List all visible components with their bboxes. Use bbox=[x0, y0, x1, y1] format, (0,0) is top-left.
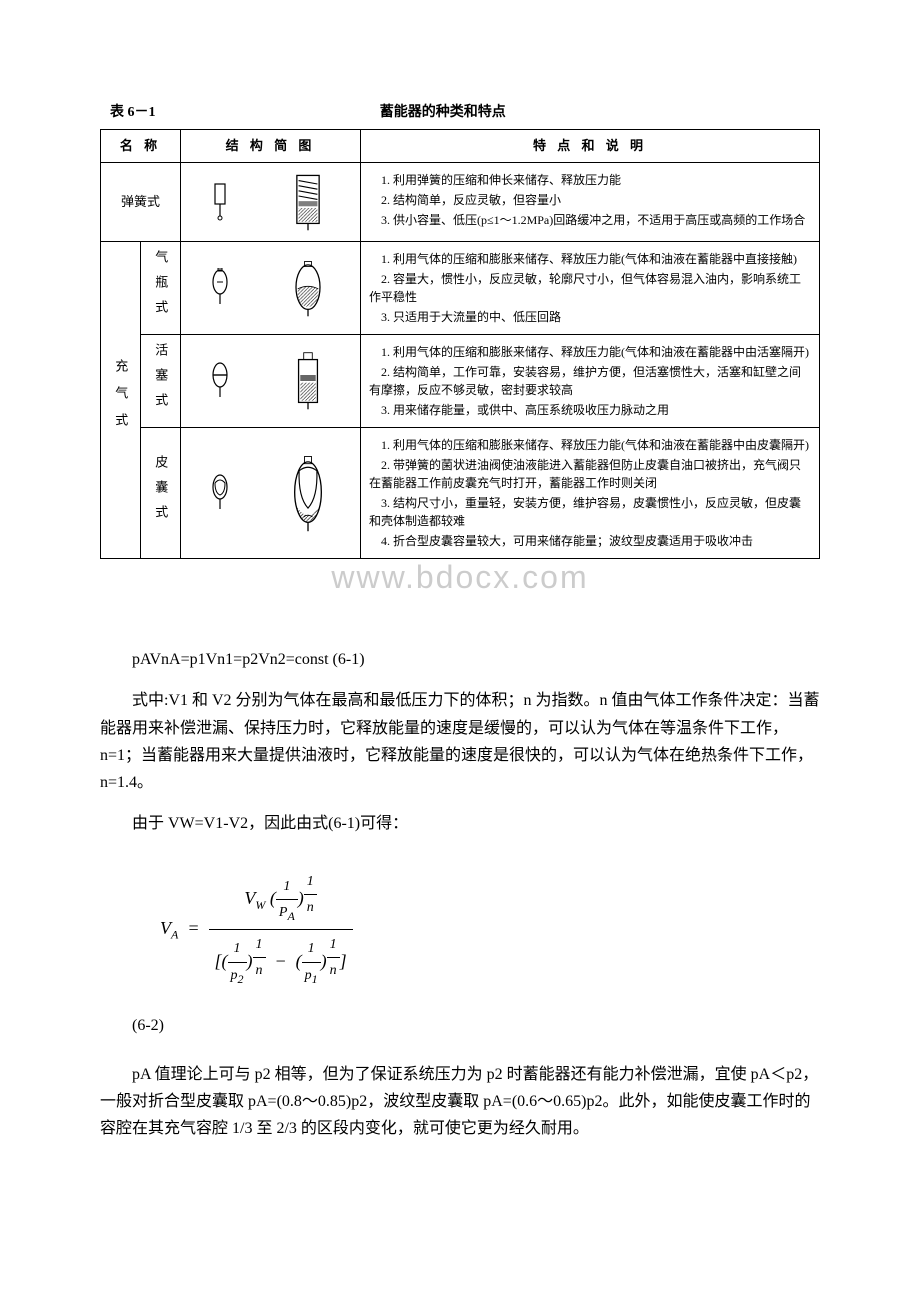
table-number: 表 6－1 bbox=[110, 100, 156, 125]
paragraph-2: 由于 VW=V1-V2，因此由式(6-1)可得： bbox=[100, 810, 820, 837]
table-container: 表 6－1 蓄能器的种类和特点 名 称 结 构 简 图 特 点 和 说 明 弹簧… bbox=[100, 100, 820, 606]
paragraph-3: pA 值理论上可与 p2 相等，但为了保证系统压力为 p2 时蓄能器还有能力补偿… bbox=[100, 1061, 820, 1143]
row-name-gas-group: 充气式 bbox=[101, 241, 141, 558]
equation-number: (6-2) bbox=[132, 1012, 820, 1041]
row-desc-piston: 1. 利用气体的压缩和膨胀来储存、释放压力能(气体和油液在蓄能器中由活塞隔开) … bbox=[361, 334, 820, 427]
row-desc-bladder: 1. 利用气体的压缩和膨胀来储存、释放压力能(气体和油液在蓄能器中由皮囊隔开) … bbox=[361, 427, 820, 558]
piston-schematic-icon bbox=[283, 351, 333, 411]
gasbottle-schematic-icon bbox=[283, 258, 333, 318]
row-name-piston: 活塞式 bbox=[141, 334, 181, 427]
row-struct-piston bbox=[181, 334, 361, 427]
piston-symbol-icon bbox=[208, 361, 232, 401]
row-name-bladder: 皮囊式 bbox=[141, 427, 181, 558]
row-struct-spring bbox=[181, 162, 361, 241]
table-row: 活塞式 bbox=[101, 334, 820, 427]
row-struct-gasbottle bbox=[181, 241, 361, 334]
bladder-symbol-icon bbox=[208, 473, 232, 513]
header-description: 特 点 和 说 明 bbox=[361, 130, 820, 162]
table-row: 充气式 气瓶式 bbox=[101, 241, 820, 334]
header-name: 名 称 bbox=[101, 130, 181, 162]
gasbottle-symbol-icon bbox=[208, 268, 232, 308]
spring-schematic-icon bbox=[283, 172, 333, 232]
spring-symbol-icon bbox=[208, 182, 232, 222]
row-name-spring: 弹簧式 bbox=[101, 162, 181, 241]
bladder-schematic-icon bbox=[283, 453, 333, 533]
row-name-gasbottle: 气瓶式 bbox=[141, 241, 181, 334]
table-row: 皮囊式 bbox=[101, 427, 820, 558]
header-structure: 结 构 简 图 bbox=[181, 130, 361, 162]
paragraph-1: 式中:V1 和 V2 分别为气体在最高和最低压力下的体积；n 为指数。n 值由气… bbox=[100, 687, 820, 796]
row-desc-gasbottle: 1. 利用气体的压缩和膨胀来储存、释放压力能(气体和油液在蓄能器中直接接触) 2… bbox=[361, 241, 820, 334]
table-row: 弹簧式 bbox=[101, 162, 820, 241]
formula-6-2: VA = VW (1PA)1n [(1p2)1n − (1p1)1n] bbox=[160, 867, 820, 992]
table-title: 蓄能器的种类和特点 bbox=[380, 100, 506, 125]
accumulator-table: 名 称 结 构 简 图 特 点 和 说 明 弹簧式 bbox=[100, 129, 820, 558]
equation-inline: pAVnA=p1Vn1=p2Vn2=const (6-1) bbox=[100, 646, 820, 673]
table-header-row: 名 称 结 构 简 图 特 点 和 说 明 bbox=[101, 130, 820, 162]
row-struct-bladder bbox=[181, 427, 361, 558]
table-title-row: 表 6－1 蓄能器的种类和特点 bbox=[100, 100, 820, 129]
row-desc-spring: 1. 利用弹簧的压缩和伸长来储存、释放压力能 2. 结构简单，反应灵敏，但容量小… bbox=[361, 162, 820, 241]
